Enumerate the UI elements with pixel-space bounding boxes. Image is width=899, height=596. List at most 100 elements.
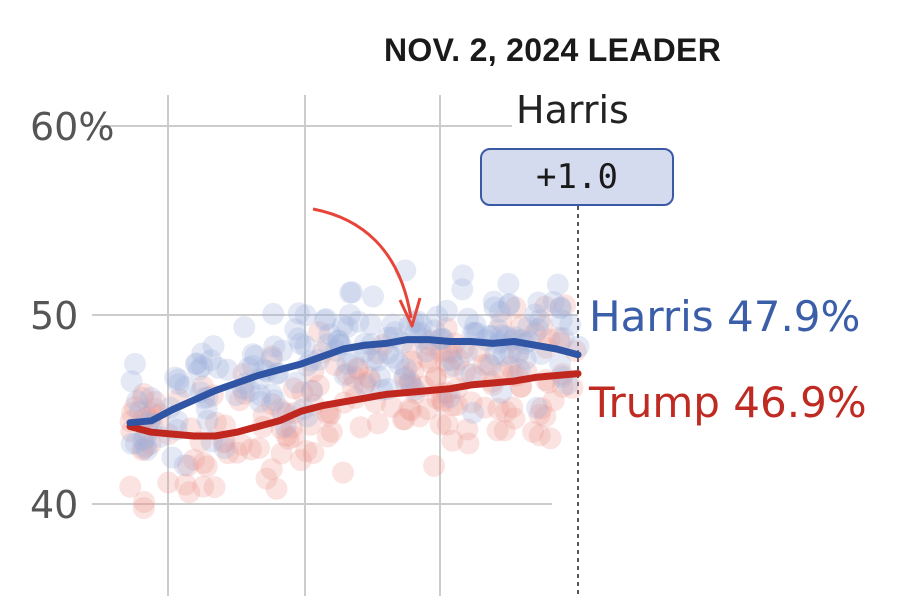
trump-poll-dot (534, 405, 557, 428)
trump-poll-dot (429, 340, 452, 363)
trump-poll-dot (131, 387, 154, 409)
trump-poll-dot (432, 391, 455, 414)
trump-poll-dot (217, 442, 240, 465)
leader-date-heading: NOV. 2, 2024 LEADER (384, 32, 722, 68)
leader-margin-value: +1.0 (536, 157, 618, 197)
harris-poll-dot (488, 301, 511, 323)
trump-poll-dot (133, 491, 156, 513)
harris-poll-dot (125, 432, 147, 455)
trump-poll-dot (346, 356, 369, 379)
harris-poll-dot (382, 346, 405, 369)
trump-poll-dot (487, 397, 510, 420)
trump-poll-dot (261, 393, 284, 416)
trump-poll-dot (132, 497, 155, 519)
trump-poll-dot (419, 351, 441, 374)
harris-poll-dot (187, 358, 210, 381)
trump-poll-dot (343, 366, 366, 389)
harris-end-label: Harris 47.9% (589, 292, 861, 341)
trump-poll-dot (400, 399, 423, 422)
harris-poll-dot (213, 437, 236, 460)
harris-poll-dot (487, 318, 510, 341)
trump-poll-dot (393, 408, 416, 431)
trump-poll-dot (424, 366, 447, 388)
trump-poll-dot (359, 369, 382, 392)
harris-poll-dot (514, 348, 537, 370)
harris-poll-dot (285, 371, 308, 394)
trump-poll-dot (307, 374, 330, 397)
harris-poll-dot (126, 390, 148, 412)
harris-poll-dot (559, 313, 582, 336)
trump-poll-dot (408, 405, 431, 428)
trump-poll-dot (441, 394, 464, 417)
harris-poll-dot (333, 364, 356, 387)
trump-poll-dot (381, 395, 403, 418)
harris-poll-dot (435, 299, 458, 322)
trump-poll-dot (357, 366, 380, 389)
trump-poll-dot (230, 433, 253, 456)
trump-poll-dot (548, 326, 570, 349)
harris-poll-dot (361, 348, 384, 371)
harris-poll-dot (377, 342, 400, 365)
harris-poll-dot (482, 290, 505, 313)
leader-name: Harris (516, 88, 629, 132)
trump-poll-dot (240, 438, 262, 461)
harris-poll-dot (191, 342, 214, 365)
harris-poll-dot (457, 307, 479, 330)
trump-poll-dot (434, 350, 457, 372)
trump-poll-dot (157, 471, 180, 494)
harris-poll-dot (360, 313, 382, 336)
trump-poll-dot (436, 340, 459, 363)
harris-poll-dot (241, 354, 264, 377)
harris-poll-dot (549, 297, 572, 320)
harris-poll-dot (164, 366, 187, 389)
harris-poll-dot (239, 380, 262, 402)
harris-poll-dot (184, 353, 207, 376)
harris-poll-dot (508, 358, 531, 381)
trump-poll-dot (429, 413, 452, 436)
trump-poll-dot (176, 454, 199, 477)
harris-poll-dot (249, 384, 272, 407)
harris-poll-dot (195, 397, 218, 420)
harris-poll-dot (395, 358, 418, 381)
harris-poll-dot (120, 432, 143, 455)
trump-poll-dot (270, 442, 293, 465)
harris-poll-dot (263, 389, 286, 412)
trump-poll-dot (144, 390, 167, 413)
trump-poll-dot (341, 375, 364, 398)
trump-poll-dot (401, 338, 424, 361)
harris-poll-dot (552, 327, 575, 350)
average-lines (126, 336, 582, 440)
trump-poll-dot (226, 441, 249, 464)
trump-poll-dot (132, 383, 155, 405)
trump-poll-dot (291, 381, 314, 404)
trump-poll-dot (424, 367, 447, 390)
trump-poll-dot (182, 448, 205, 471)
harris-poll-dot (173, 454, 196, 477)
trump-poll-dot (174, 473, 197, 496)
harris-average-line (126, 336, 582, 427)
harris-poll-dot (339, 281, 362, 304)
harris-poll-dot (456, 340, 478, 363)
trump-poll-dot (178, 481, 201, 504)
trump-poll-dot (492, 361, 514, 383)
trump-poll-dot (522, 421, 545, 443)
trump-poll-dot (531, 315, 554, 338)
trump-poll-dot (539, 427, 562, 450)
harris-poll-dot (550, 309, 573, 332)
trump-poll-dot (440, 341, 463, 364)
harris-poll-dot (287, 327, 310, 350)
harris-poll-dot (542, 291, 565, 313)
harris-poll-dot (549, 296, 572, 319)
trump-poll-dot (528, 424, 551, 447)
harris-poll-dot (167, 373, 190, 396)
trump-end-label: Trump 46.9% (589, 378, 867, 427)
trump-poll-dot (394, 365, 416, 388)
harris-poll-dot (262, 302, 285, 325)
harris-poll-dot (336, 352, 359, 375)
harris-poll-dot (185, 352, 208, 375)
trump-poll-dot (398, 398, 421, 421)
trump-poll-dot (192, 475, 215, 498)
trump-poll-dot (495, 400, 517, 423)
trump-poll-dot (317, 404, 340, 427)
trump-poll-dot (490, 310, 513, 333)
